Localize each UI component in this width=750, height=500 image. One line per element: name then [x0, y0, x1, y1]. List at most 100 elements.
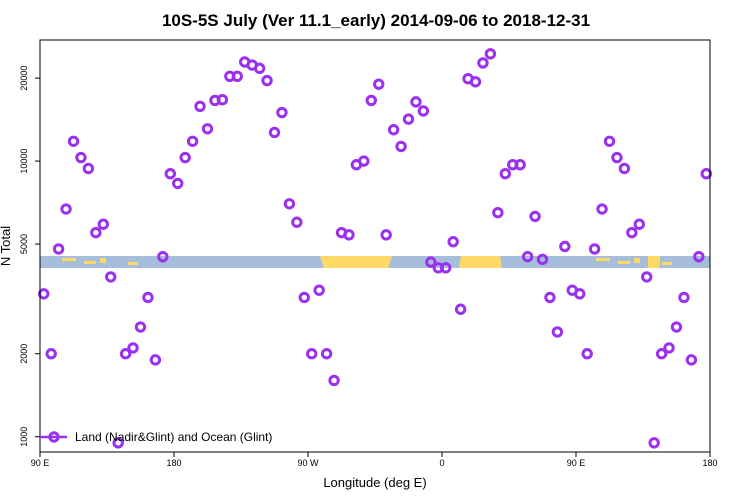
- y-tick-label: 10000: [19, 149, 29, 174]
- data-point: [112, 437, 124, 449]
- data-point: [499, 167, 511, 180]
- data-point: [454, 303, 467, 315]
- data-point: [574, 288, 586, 300]
- data-point: [164, 167, 176, 180]
- data-point: [343, 229, 355, 241]
- data-point: [380, 229, 392, 241]
- data-point: [492, 206, 504, 219]
- data-point: [685, 354, 698, 366]
- plot-frame: [39, 39, 711, 453]
- data-point: [276, 106, 288, 119]
- data-point: [425, 256, 437, 268]
- y-axis-label: N Total: [0, 226, 13, 266]
- data-point: [387, 123, 400, 136]
- land-band-islands: [62, 256, 672, 268]
- y-tick-label: 2000: [19, 344, 29, 364]
- data-point: [402, 113, 415, 125]
- data-point: [410, 96, 422, 108]
- data-point: [678, 291, 690, 304]
- data-point: [596, 203, 608, 215]
- x-tick-label: 90 E: [31, 458, 50, 468]
- data-point: [365, 94, 377, 107]
- legend-marker: [48, 431, 60, 443]
- y-axis: 1000 2000 5000 10000 20000: [19, 66, 40, 447]
- data-point: [521, 250, 534, 263]
- data-point: [358, 155, 370, 167]
- data-point: [626, 226, 638, 239]
- y-tick-label: 5000: [19, 234, 29, 254]
- data-point: [201, 123, 214, 135]
- data-point: [670, 321, 683, 333]
- data-point: [641, 271, 653, 283]
- data-point: [581, 348, 593, 360]
- data-point: [328, 374, 340, 387]
- data-point: [395, 140, 407, 153]
- data-point: [633, 218, 645, 230]
- land-band-africa: [459, 256, 502, 268]
- data-point: [477, 57, 489, 69]
- data-point: [45, 348, 57, 360]
- data-point: [603, 135, 616, 147]
- x-axis-label: Longitude (deg E): [323, 475, 426, 490]
- data-point: [97, 218, 109, 230]
- data-point: [142, 291, 154, 304]
- series-points: [38, 48, 712, 449]
- data-point: [119, 348, 132, 360]
- data-point: [447, 235, 459, 248]
- land-band-americas: [320, 256, 392, 268]
- data-point: [149, 354, 162, 366]
- legend-entry: Land (Nadir&Glint) and Ocean (Glint): [75, 430, 272, 444]
- data-point: [75, 151, 87, 164]
- data-point: [253, 62, 266, 75]
- data-point: [484, 48, 497, 60]
- data-point: [663, 342, 675, 354]
- data-point: [38, 288, 50, 300]
- x-tick-label: 90 W: [297, 458, 319, 468]
- data-point: [67, 135, 80, 147]
- data-point: [551, 326, 564, 338]
- data-point: [194, 100, 206, 113]
- data-point: [648, 437, 660, 449]
- data-point: [306, 348, 318, 360]
- data-point: [105, 271, 117, 283]
- data-point: [216, 94, 229, 106]
- data-point: [514, 159, 526, 171]
- x-tick-label: 90 E: [567, 458, 586, 468]
- data-point: [268, 126, 281, 139]
- data-point: [82, 162, 95, 175]
- data-point: [618, 162, 631, 175]
- data-point: [60, 203, 72, 215]
- data-point: [52, 243, 65, 255]
- data-point: [134, 321, 147, 333]
- data-point: [283, 198, 296, 210]
- data-point: [559, 240, 571, 253]
- data-point: [373, 78, 385, 90]
- y-tick-label: 1000: [19, 427, 29, 447]
- x-tick-label: 180: [702, 458, 717, 468]
- data-point: [127, 342, 139, 354]
- data-point: [536, 253, 549, 266]
- data-point: [179, 151, 191, 164]
- x-axis: 90 E 180 90 W 0 90 E 180: [31, 452, 718, 468]
- chart-title: 10S-5S July (Ver 11.1_early) 2014-09-06 …: [162, 11, 590, 30]
- land-ocean-band: [40, 256, 710, 268]
- data-point: [611, 151, 623, 164]
- data-point: [529, 210, 541, 223]
- data-point: [231, 70, 243, 83]
- data-point: [186, 135, 199, 147]
- data-point: [700, 167, 712, 180]
- data-point: [320, 348, 333, 360]
- data-point: [261, 74, 273, 87]
- data-point: [588, 243, 601, 255]
- data-point: [440, 262, 452, 274]
- data-point: [544, 291, 556, 304]
- data-point: [655, 348, 668, 360]
- data-point: [313, 284, 325, 296]
- data-point: [90, 226, 102, 239]
- y-tick-label: 20000: [19, 66, 29, 91]
- legend: Land (Nadir&Glint) and Ocean (Glint): [40, 430, 272, 444]
- x-tick-label: 180: [166, 458, 181, 468]
- data-point: [157, 250, 169, 263]
- data-point: [693, 250, 705, 263]
